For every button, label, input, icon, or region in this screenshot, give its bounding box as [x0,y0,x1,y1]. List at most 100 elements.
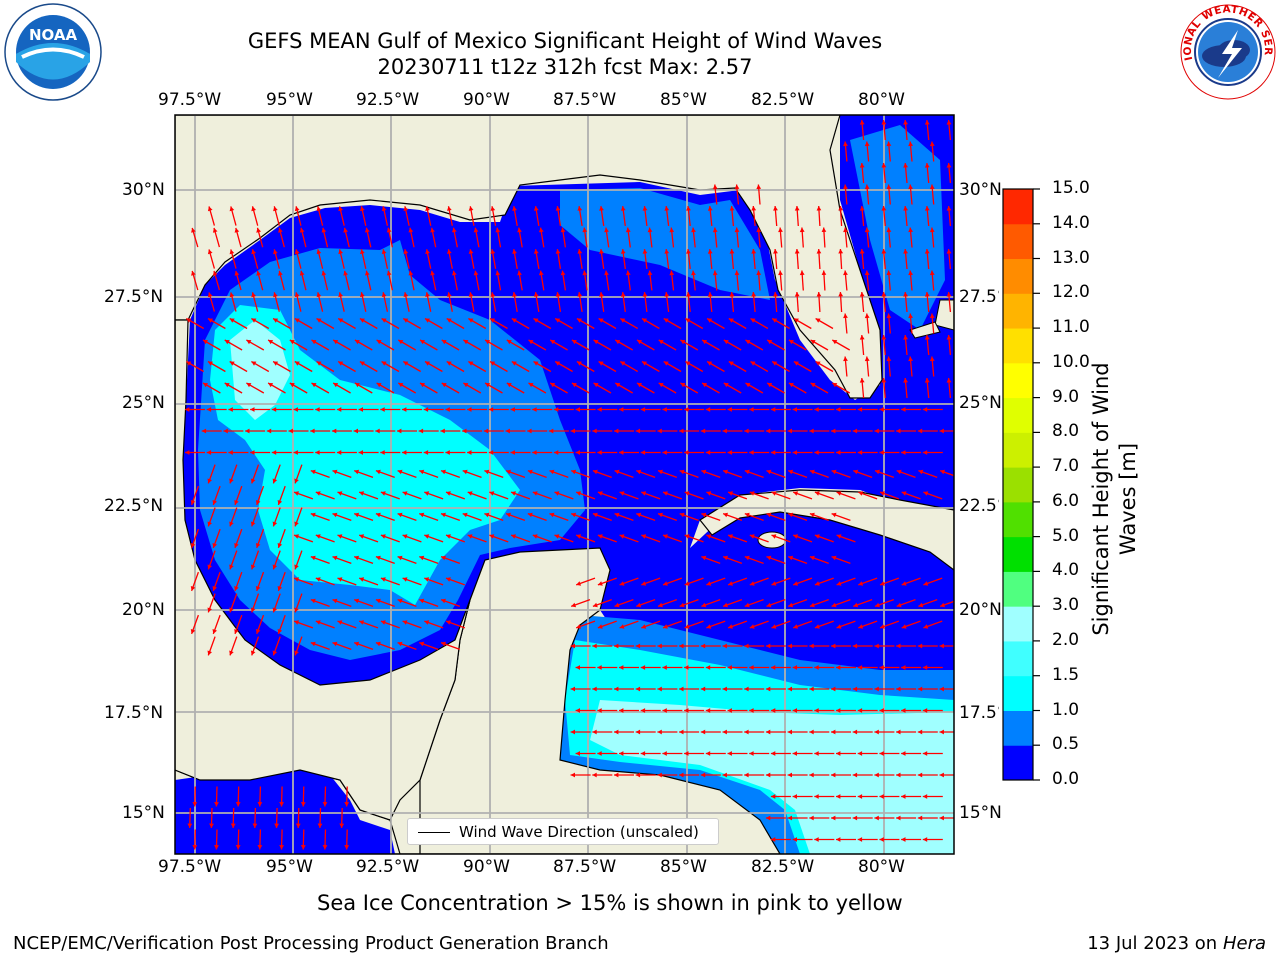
wave-direction-arrowhead [250,407,255,412]
wave-direction-arrowhead [691,270,696,276]
wave-direction-arrowhead [642,249,648,254]
wave-direction-arrowhead [788,512,794,518]
wave-direction-arrowhead [686,249,691,254]
wave-direction-arrowhead [419,598,425,604]
wave-direction-arrowhead [251,318,257,323]
wave-direction-arrowhead [597,624,603,629]
wave-direction-arrowhead [922,665,928,670]
wave-direction-arrowhead [684,491,690,496]
wave-direction-arrowhead [206,407,212,412]
wave-direction-arrowhead [593,340,599,345]
wave-direction-arrowhead [793,624,799,629]
wave-direction-arrowhead [853,602,859,608]
wave-direction-arrowhead [700,428,706,434]
wave-direction-arrowhead [637,340,642,345]
wave-direction-arrowhead [857,751,863,756]
wave-direction-arrowhead [929,313,935,319]
wave-direction-arrowhead [642,318,647,323]
wave-direction-arrowhead [749,751,754,756]
wave-direction-arrowhead [821,270,827,275]
wave-direction-arrowhead [707,361,713,366]
lat-label-right-20: 20°N [959,600,1002,620]
wave-direction-arrowhead [852,815,858,821]
wave-direction-arrowhead [527,428,532,434]
wave-direction-arrowhead [322,802,328,807]
wave-direction-arrowhead [929,141,935,147]
wave-direction-arrowhead [901,665,906,670]
wave-direction-arrowhead [620,292,626,297]
wave-direction-arrowhead [278,270,283,276]
wave-direction-arrowhead [908,356,913,362]
wave-direction-arrowhead [604,270,609,276]
wave-direction-arrowhead [809,469,815,475]
wave-direction-arrowhead [859,206,865,211]
wave-direction-arrowhead [468,361,474,366]
wave-direction-arrowhead [207,292,213,298]
lat-label-right-27-5: 27.5°N [959,287,999,307]
wave-direction-arrowhead [570,772,575,778]
wave-direction-arrowhead [599,292,604,297]
wave-direction-arrowhead [744,428,749,434]
wave-direction-arrowhead [770,407,776,412]
wave-direction-arrowhead [228,407,233,412]
wave-direction-arrowhead [744,729,749,735]
wave-direction-arrowhead [773,206,778,211]
wave-direction-arrowhead [881,163,887,168]
wave-direction-arrowhead [901,708,906,713]
wave-direction-arrowhead [397,598,403,604]
wave-direction-arrowhead [792,751,797,756]
colorbar-tick-label: 7.0 [1052,456,1080,477]
wave-direction-arrowhead [744,772,749,778]
wave-direction-arrowhead [468,206,474,211]
wave-direction-arrowhead [293,450,298,455]
wave-direction-arrowhead [896,729,901,735]
wave-direction-arrowhead [506,383,512,388]
wave-direction-arrowhead [924,249,930,254]
wave-direction-arrowhead [593,383,599,388]
wave-direction-arrowhead [294,292,300,298]
wave-direction-arrowhead [749,491,755,496]
wave-direction-arrowhead [859,292,865,297]
colorbar-tick-label: 5.0 [1052,525,1080,546]
wave-direction-arrowhead [700,729,706,735]
wave-direction-arrowhead [190,500,196,505]
wave-direction-arrowhead [723,602,728,608]
wave-direction-arrowhead [310,469,316,475]
wave-direction-arrowhead [836,534,842,539]
wave-direction-arrowhead [273,206,278,212]
wave-direction-arrowhead [619,665,624,670]
wave-direction-arrowhead [745,383,751,388]
wave-direction-arrowhead [425,361,430,366]
wave-direction-arrowhead [896,428,901,434]
wave-direction-arrowhead [440,428,445,434]
wave-direction-arrowhead [512,249,517,254]
legend-label: Wind Wave Direction (unscaled) [459,823,699,841]
wave-direction-arrowhead [864,356,870,362]
wave-direction-arrowhead [809,815,814,821]
wave-direction-arrowhead [483,428,489,434]
wave-direction-arrowhead [636,602,642,608]
wave-direction-arrowhead [625,227,631,233]
wave-direction-arrowhead [462,469,468,475]
wave-direction-arrowhead [550,340,556,345]
wave-direction-arrowhead [250,564,256,570]
wave-direction-arrowhead [722,643,727,649]
wave-direction-arrowhead [488,450,494,455]
lon-label-bottom-90: 90°W [463,857,510,877]
wave-direction-arrowhead [272,521,278,527]
wave-direction-arrowhead [212,586,217,591]
wave-direction-arrowhead [229,206,235,212]
wave-direction-arrowhead [532,534,538,539]
wave-direction-arrowhead [484,469,490,475]
wave-direction-arrowhead [576,318,582,323]
wave-direction-arrowhead [490,249,496,254]
wave-direction-arrowhead [663,581,668,586]
wave-direction-arrowhead [212,629,217,634]
wave-direction-arrowhead [793,318,799,323]
wave-direction-arrowhead [874,643,879,649]
wave-direction-arrowhead [641,534,647,539]
wave-direction-arrowhead [794,249,800,254]
wave-direction-arrowhead [527,512,533,518]
wave-direction-arrowhead [441,598,446,604]
wave-direction-arrowhead [592,512,598,518]
